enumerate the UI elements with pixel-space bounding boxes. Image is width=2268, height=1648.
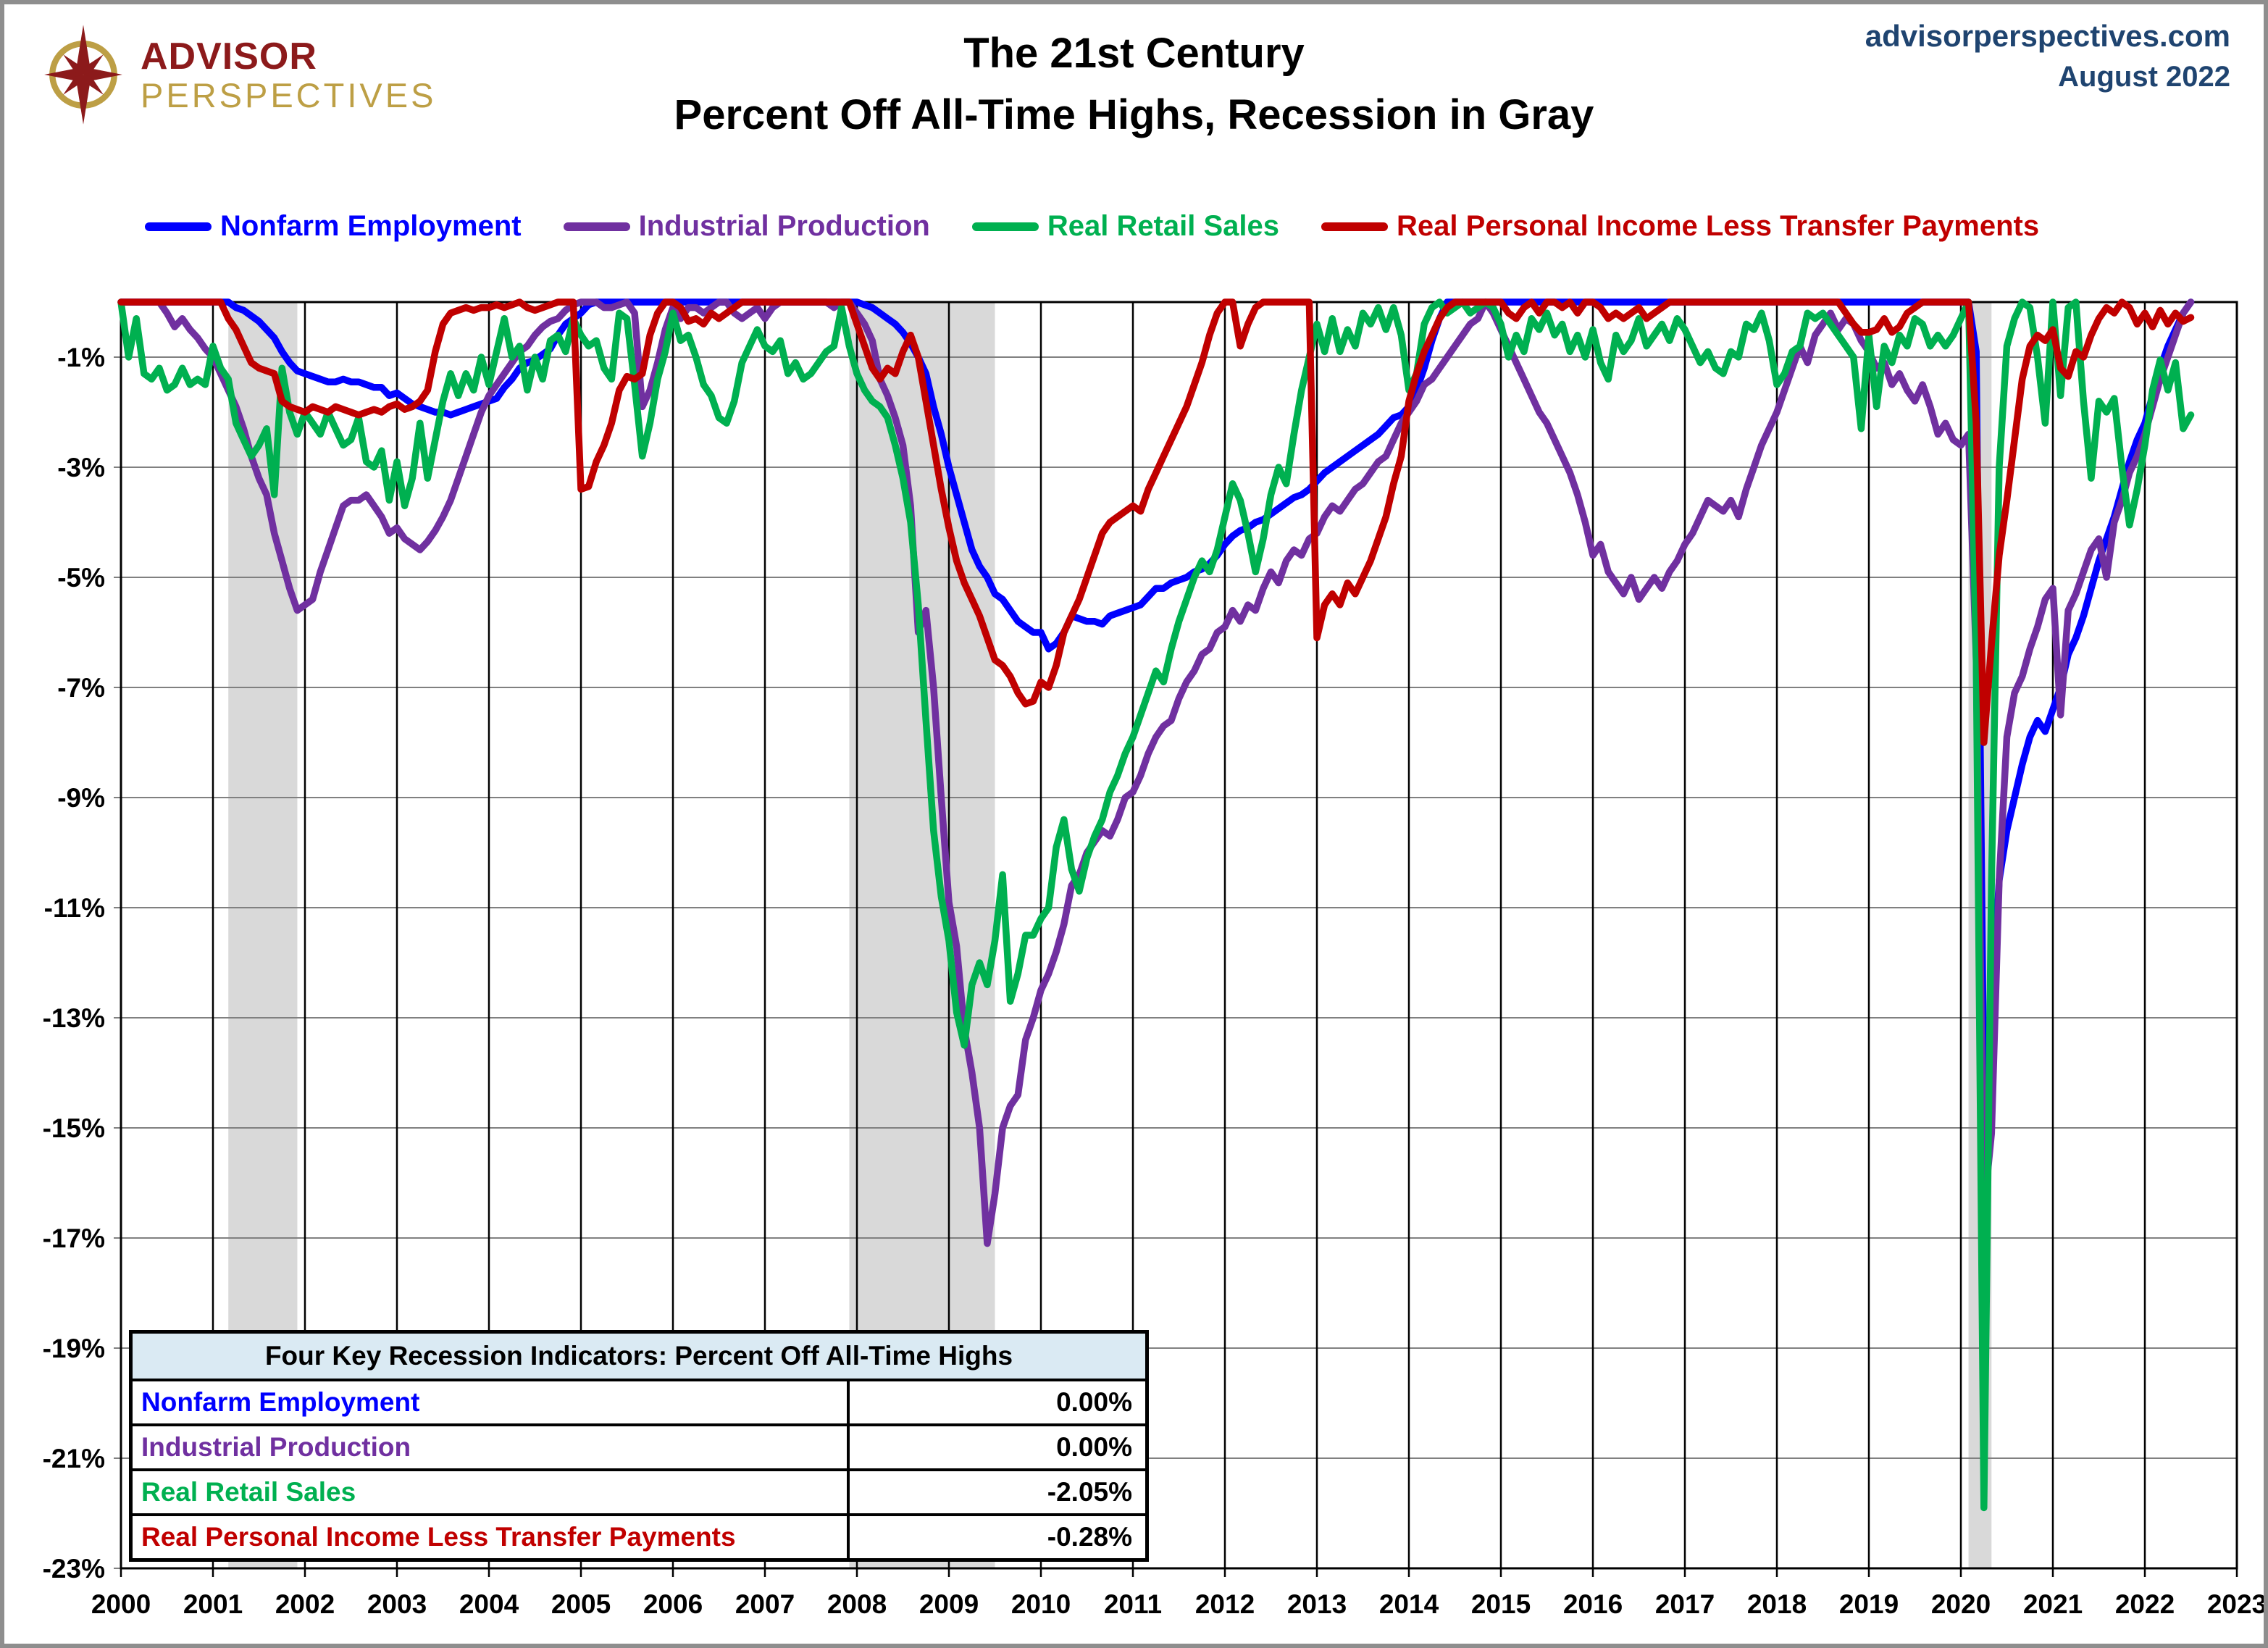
x-axis-tick-label: 2008	[827, 1589, 887, 1619]
table-row: Industrial Production 0.00%	[133, 1426, 1145, 1471]
table-row: Nonfarm Employment 0.00%	[133, 1381, 1145, 1426]
x-axis-tick-label: 2021	[2023, 1589, 2083, 1619]
x-axis-tick-label: 2012	[1195, 1589, 1255, 1619]
y-axis-tick-label: -19%	[43, 1334, 105, 1363]
x-axis-tick-label: 2014	[1379, 1589, 1439, 1619]
y-axis-tick-label: -11%	[44, 893, 105, 923]
table-row-value: -2.05%	[847, 1471, 1145, 1513]
x-axis-tick-label: 2015	[1471, 1589, 1531, 1619]
y-axis-tick-label: -1%	[57, 343, 105, 372]
table-row-label: Nonfarm Employment	[141, 1387, 420, 1417]
legend-label: Nonfarm Employment	[220, 210, 522, 242]
x-axis-tick-label: 2013	[1287, 1589, 1347, 1619]
source-attribution: advisorperspectives.com August 2022	[1865, 19, 2230, 93]
x-axis-tick-label: 2004	[459, 1589, 519, 1619]
y-axis-tick-label: -17%	[43, 1224, 105, 1253]
y-axis-tick-label: -3%	[57, 453, 105, 482]
y-axis-tick-label: -5%	[57, 563, 105, 593]
advisor-perspectives-logo: ADVISOR PERSPECTIVES	[36, 20, 436, 129]
y-axis-tick-label: -15%	[43, 1113, 105, 1143]
y-axis-tick-label: -23%	[43, 1554, 105, 1584]
x-axis-tick-label: 2000	[91, 1589, 151, 1619]
source-site: advisorperspectives.com	[1865, 19, 2230, 53]
x-axis-tick-label: 2005	[551, 1589, 611, 1619]
legend-item-3: Real Personal Income Less Transfer Payme…	[1321, 210, 2039, 243]
legend-label: Real Personal Income Less Transfer Payme…	[1397, 210, 2040, 242]
series-line-real-personal-income-less-transfer-payments	[117, 298, 2195, 746]
legend-item-0: Nonfarm Employment	[145, 210, 522, 243]
table-row: Real Retail Sales -2.05%	[133, 1471, 1145, 1516]
x-axis-tick-label: 2009	[919, 1589, 979, 1619]
legend-swatch	[563, 222, 630, 231]
chart-title: The 21st Century Percent Off All-Time Hi…	[482, 29, 1786, 139]
series-line-nonfarm-employment	[117, 298, 2195, 1104]
x-axis-tick-label: 2016	[1563, 1589, 1623, 1619]
y-axis-tick-label: -9%	[57, 783, 105, 813]
legend-swatch	[1321, 222, 1389, 231]
source-date: August 2022	[2058, 61, 2230, 93]
x-axis-tick-label: 2002	[275, 1589, 335, 1619]
legend-swatch	[971, 222, 1039, 231]
table-row-label: Industrial Production	[141, 1432, 411, 1462]
chart-title-line2: Percent Off All-Time Highs, Recession in…	[674, 91, 1594, 138]
table-row-label: Real Retail Sales	[141, 1477, 356, 1507]
x-axis-tick-label: 2022	[2115, 1589, 2175, 1619]
x-axis-tick-label: 2019	[1839, 1589, 1899, 1619]
logo-line2: PERSPECTIVES	[141, 75, 437, 114]
table-row-value: 0.00%	[847, 1426, 1145, 1468]
y-axis-tick-label: -13%	[43, 1003, 105, 1033]
chart-legend: Nonfarm Employment Industrial Production R…	[145, 210, 2039, 243]
indicator-summary-table: Four Key Recession Indicators: Percent O…	[129, 1330, 1149, 1562]
table-row-label: Real Personal Income Less Transfer Payme…	[141, 1522, 736, 1552]
x-axis-tick-label: 2010	[1011, 1589, 1071, 1619]
x-axis-tick-label: 2001	[183, 1589, 243, 1619]
x-axis-tick-label: 2007	[735, 1589, 795, 1619]
table-title: Four Key Recession Indicators: Percent O…	[133, 1334, 1145, 1381]
chart-title-line1: The 21st Century	[963, 30, 1305, 77]
y-axis-tick-label: -7%	[57, 673, 105, 703]
x-axis-tick-label: 2020	[1931, 1589, 1991, 1619]
table-row-value: 0.00%	[847, 1381, 1145, 1423]
x-axis-tick-label: 2003	[367, 1589, 427, 1619]
logo-line1: ADVISOR	[141, 35, 317, 78]
x-axis-tick-label: 2018	[1747, 1589, 1807, 1619]
series-line-real-retail-sales	[117, 298, 2195, 1512]
legend-label: Real Retail Sales	[1047, 210, 1280, 242]
legend-swatch	[145, 222, 212, 231]
x-axis-tick-label: 2006	[643, 1589, 703, 1619]
legend-item-1: Industrial Production	[563, 210, 930, 243]
table-row: Real Personal Income Less Transfer Payme…	[133, 1516, 1145, 1558]
x-axis-tick-label: 2011	[1104, 1589, 1162, 1619]
compass-rose-icon	[44, 25, 122, 125]
table-row-value: -0.28%	[847, 1516, 1145, 1558]
x-axis-tick-label: 2023	[2207, 1589, 2267, 1619]
x-axis-tick-label: 2017	[1655, 1589, 1715, 1619]
y-axis-tick-label: -21%	[43, 1444, 105, 1473]
plot-border	[120, 301, 2238, 1570]
legend-item-2: Real Retail Sales	[971, 210, 1280, 243]
legend-label: Industrial Production	[638, 210, 930, 242]
